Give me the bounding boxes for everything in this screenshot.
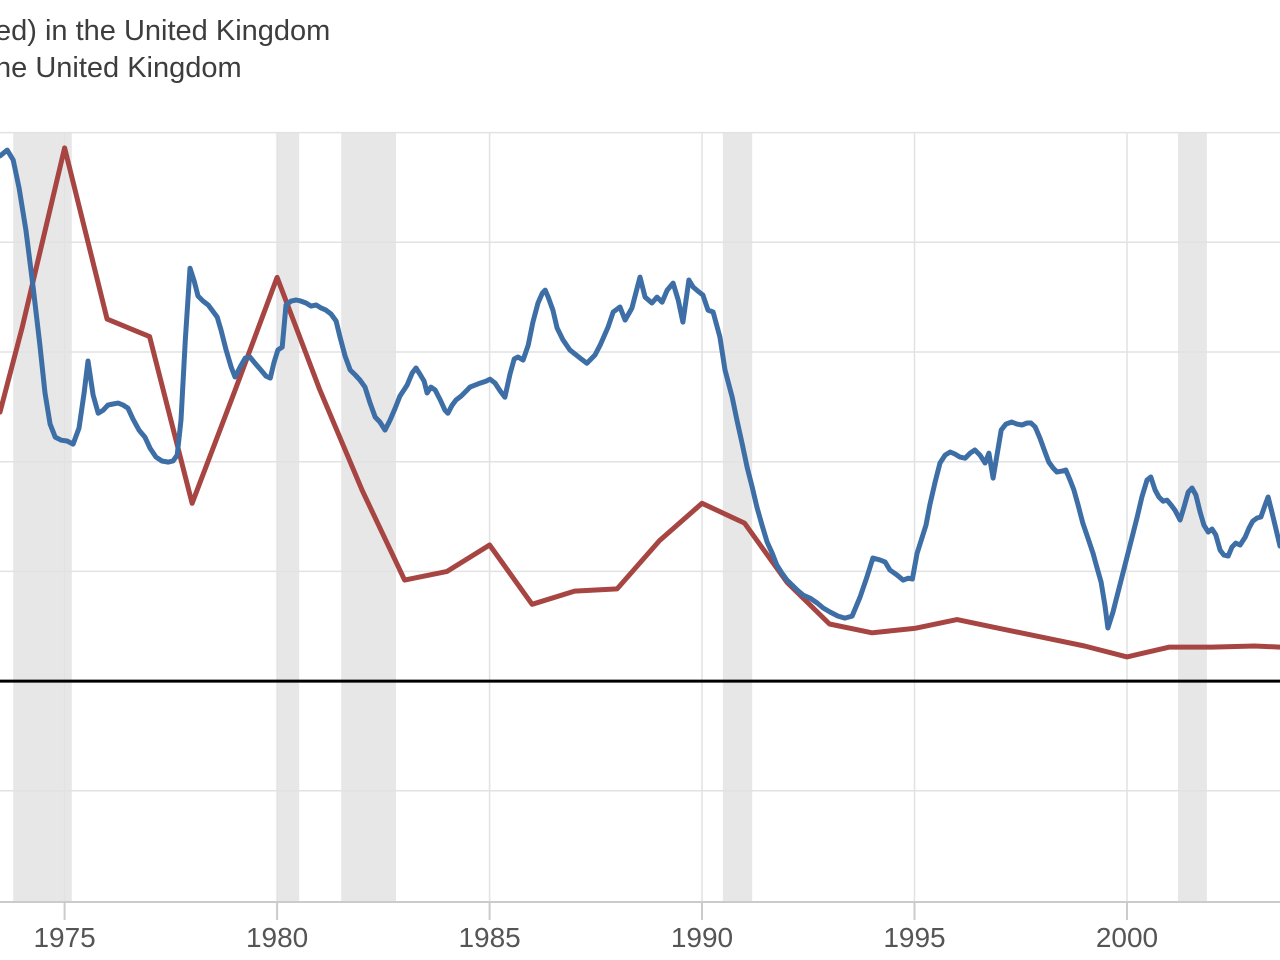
x-tick-label: 1990 [671,922,733,953]
x-tick-label: 1995 [883,922,945,953]
x-tick-label: 1975 [33,922,95,953]
chart-title-block: ed) in the United Kingdom he United King… [0,13,330,87]
horizontal-gridlines-group [0,131,1280,792]
vertical-gridlines-group [63,133,1128,902]
x-tick-label: 1985 [458,922,520,953]
recession-band [341,133,396,902]
x-tick-label: 2000 [1096,922,1158,953]
chart-title-line-2: he United Kingdom [0,52,242,84]
series-group [0,145,1280,660]
x-axis-group: 1975 1980 1985 1990 1995 2000 [0,901,1280,953]
recession-bands-group [13,133,1207,902]
recession-band [277,133,300,902]
chart-title-line-1: ed) in the United Kingdom [0,15,331,47]
recession-band [13,133,72,902]
red-series-line [0,145,1280,660]
x-tick-label: 1980 [246,922,308,953]
blue-series-line [0,147,1280,631]
